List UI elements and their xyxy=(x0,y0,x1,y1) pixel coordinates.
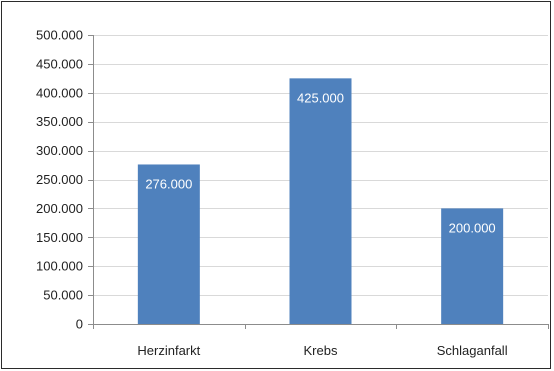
y-tick-label: 300.000 xyxy=(36,143,83,158)
data-label: 276.000 xyxy=(145,176,192,191)
bar-herzinfarkt xyxy=(137,164,200,324)
x-tick-label: Krebs xyxy=(304,343,338,358)
data-label: 200.000 xyxy=(449,220,496,235)
bar-schlaganfall xyxy=(441,208,504,324)
x-tick-labels: Herzinfarkt Krebs Schlaganfall xyxy=(137,343,507,358)
y-tick-labels: 0 50.000 100.000 150.000 200.000 250.000 300.0… xyxy=(36,28,83,332)
y-tick-label: 350.000 xyxy=(36,114,83,129)
x-tick-label: Schlaganfall xyxy=(437,343,508,358)
bars xyxy=(137,78,504,324)
y-tick-label: 500.000 xyxy=(36,28,83,43)
y-tick-label: 400.000 xyxy=(36,85,83,100)
y-tick-label: 250.000 xyxy=(36,172,83,187)
y-tick-label: 150.000 xyxy=(36,230,83,245)
y-tick-label: 100.000 xyxy=(36,259,83,274)
data-label: 425.000 xyxy=(297,90,344,105)
axes xyxy=(88,35,549,329)
bar-krebs xyxy=(289,78,352,324)
y-tick-label: 50.000 xyxy=(43,288,83,303)
y-tick-label: 0 xyxy=(76,317,83,332)
data-labels: 276.000 425.000 200.000 xyxy=(145,90,495,235)
x-tick-label: Herzinfarkt xyxy=(137,343,200,358)
y-tick-label: 450.000 xyxy=(36,56,83,71)
y-tick-label: 200.000 xyxy=(36,201,83,216)
